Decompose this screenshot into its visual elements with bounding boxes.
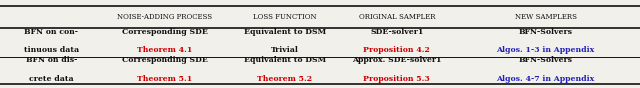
Text: Trivial: Trivial: [271, 46, 299, 54]
Text: Algos. 1-3 in Appendix: Algos. 1-3 in Appendix: [497, 46, 595, 54]
Text: Theorem 5.1: Theorem 5.1: [137, 75, 193, 83]
Text: Proposition 4.2: Proposition 4.2: [364, 46, 430, 54]
Text: BFN on dis-: BFN on dis-: [26, 56, 77, 65]
Text: NEW SAMPLERS: NEW SAMPLERS: [515, 13, 577, 21]
Text: Proposition 5.3: Proposition 5.3: [364, 75, 430, 83]
Text: NOISE-ADDING PROCESS: NOISE-ADDING PROCESS: [117, 13, 212, 21]
Text: Theorem 4.1: Theorem 4.1: [137, 46, 193, 54]
Text: LOSS FUNCTION: LOSS FUNCTION: [253, 13, 317, 21]
Text: crete data: crete data: [29, 75, 74, 83]
Text: ORIGINAL SAMPLER: ORIGINAL SAMPLER: [358, 13, 435, 21]
Text: tinuous data: tinuous data: [24, 46, 79, 54]
Text: BFN-Solvers: BFN-Solvers: [518, 56, 573, 65]
Text: Corresponding SDE: Corresponding SDE: [122, 28, 208, 36]
Text: Corresponding SDE: Corresponding SDE: [122, 56, 208, 65]
Text: BFN-Solvers: BFN-Solvers: [518, 28, 573, 36]
Text: Algos. 4-7 in Appendix: Algos. 4-7 in Appendix: [497, 75, 595, 83]
Text: SDE-solver1: SDE-solver1: [370, 28, 424, 36]
Text: BFN on con-: BFN on con-: [24, 28, 78, 36]
Text: Equivalent to DSM: Equivalent to DSM: [244, 28, 326, 36]
Text: Approx. SDE-solver1: Approx. SDE-solver1: [352, 56, 442, 65]
Text: Equivalent to DSM: Equivalent to DSM: [244, 56, 326, 65]
Text: Theorem 5.2: Theorem 5.2: [257, 75, 312, 83]
